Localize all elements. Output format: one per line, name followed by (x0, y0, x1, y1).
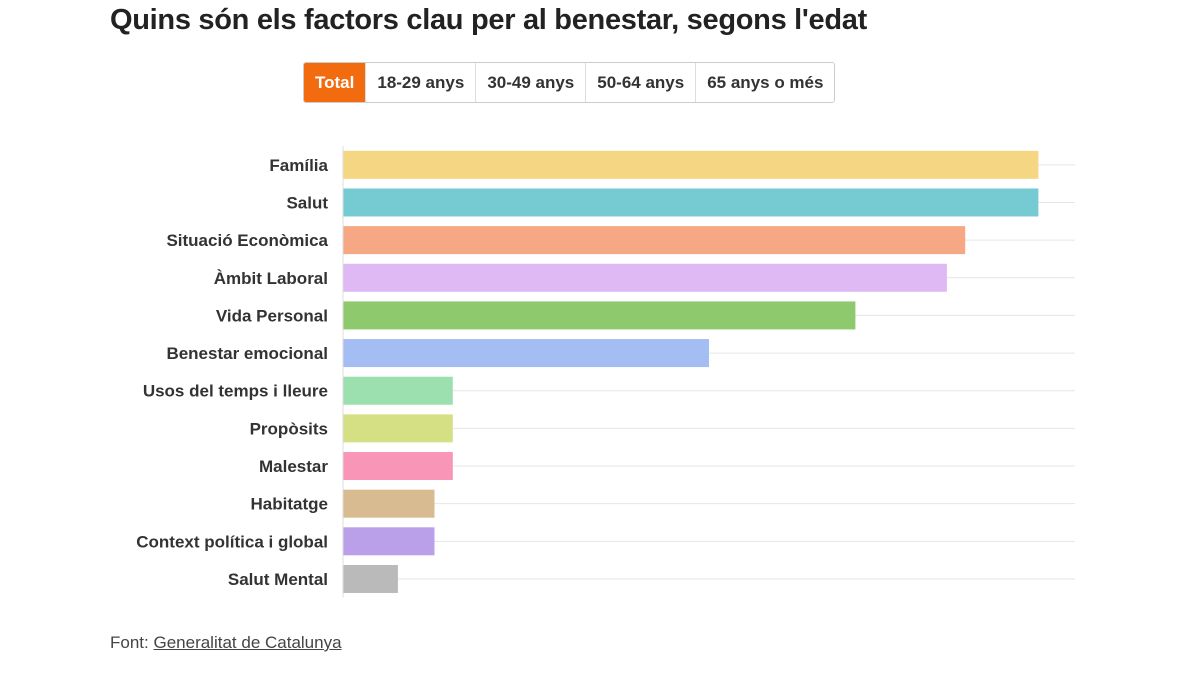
category-label: Àmbit Laboral (214, 269, 328, 288)
bar-7 (343, 414, 453, 443)
bar-5 (343, 339, 709, 368)
category-label: Propòsits (250, 419, 328, 438)
category-label: Benestar emocional (166, 344, 328, 363)
category-label: Vida Personal (216, 306, 328, 325)
bar-3 (343, 263, 947, 292)
category-label: Habitatge (251, 495, 328, 514)
category-label: Família (269, 156, 328, 175)
age-filter-tabs: Total 18-29 anys 30-49 anys 50-64 anys 6… (303, 62, 836, 103)
category-label: Context política i global (136, 532, 328, 551)
source-note: Font: Generalitat de Catalunya (110, 633, 342, 653)
bar-9 (343, 489, 435, 518)
tab-18-29[interactable]: 18-29 anys (365, 63, 476, 102)
bar-6 (343, 376, 453, 405)
bar-2 (343, 226, 966, 255)
tab-30-49[interactable]: 30-49 anys (475, 63, 586, 102)
tab-total[interactable]: Total (304, 63, 366, 102)
bar-4 (343, 301, 856, 330)
tab-50-64[interactable]: 50-64 anys (585, 63, 696, 102)
source-prefix: Font: (110, 633, 149, 652)
category-label: Situació Econòmica (166, 231, 328, 250)
bar-0 (343, 150, 1039, 179)
bar-8 (343, 452, 453, 481)
tab-65-plus[interactable]: 65 anys o més (695, 63, 835, 102)
bar-11 (343, 564, 398, 593)
category-label: Salut (286, 193, 328, 212)
bar-10 (343, 527, 435, 556)
category-label: Salut Mental (228, 570, 328, 589)
source-link[interactable]: Generalitat de Catalunya (153, 633, 342, 652)
chart-title: Quins són els factors clau per al benest… (110, 4, 867, 36)
category-label: Usos del temps i lleure (143, 382, 328, 401)
bar-1 (343, 188, 1039, 217)
category-label: Malestar (259, 457, 328, 476)
